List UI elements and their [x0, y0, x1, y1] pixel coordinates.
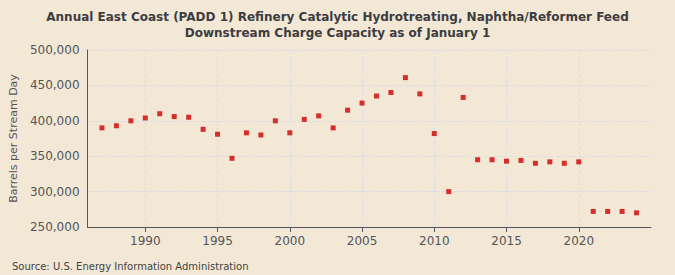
svg-text:1995: 1995	[202, 234, 233, 248]
svg-text:500,000: 500,000	[30, 43, 80, 57]
svg-text:350,000: 350,000	[30, 149, 80, 163]
svg-text:Barrels per Stream Day: Barrels per Stream Day	[7, 74, 20, 203]
svg-text:2020: 2020	[563, 234, 594, 248]
svg-text:2000: 2000	[275, 234, 306, 248]
svg-text:450,000: 450,000	[30, 78, 80, 92]
svg-text:300,000: 300,000	[30, 185, 80, 199]
svg-text:2015: 2015	[491, 234, 522, 248]
svg-text:Downstream Charge Capacity as: Downstream Charge Capacity as of January…	[185, 26, 490, 40]
svg-text:2010: 2010	[419, 234, 450, 248]
svg-text:400,000: 400,000	[30, 114, 80, 128]
svg-text:1990: 1990	[130, 234, 161, 248]
svg-text:Source: U.S. Energy Informatio: Source: U.S. Energy Information Administ…	[12, 261, 249, 272]
svg-text:250,000: 250,000	[30, 220, 80, 234]
svg-text:Annual East Coast (PADD 1) Ref: Annual East Coast (PADD 1) Refinery Cata…	[46, 10, 628, 24]
svg-text:2005: 2005	[347, 234, 378, 248]
